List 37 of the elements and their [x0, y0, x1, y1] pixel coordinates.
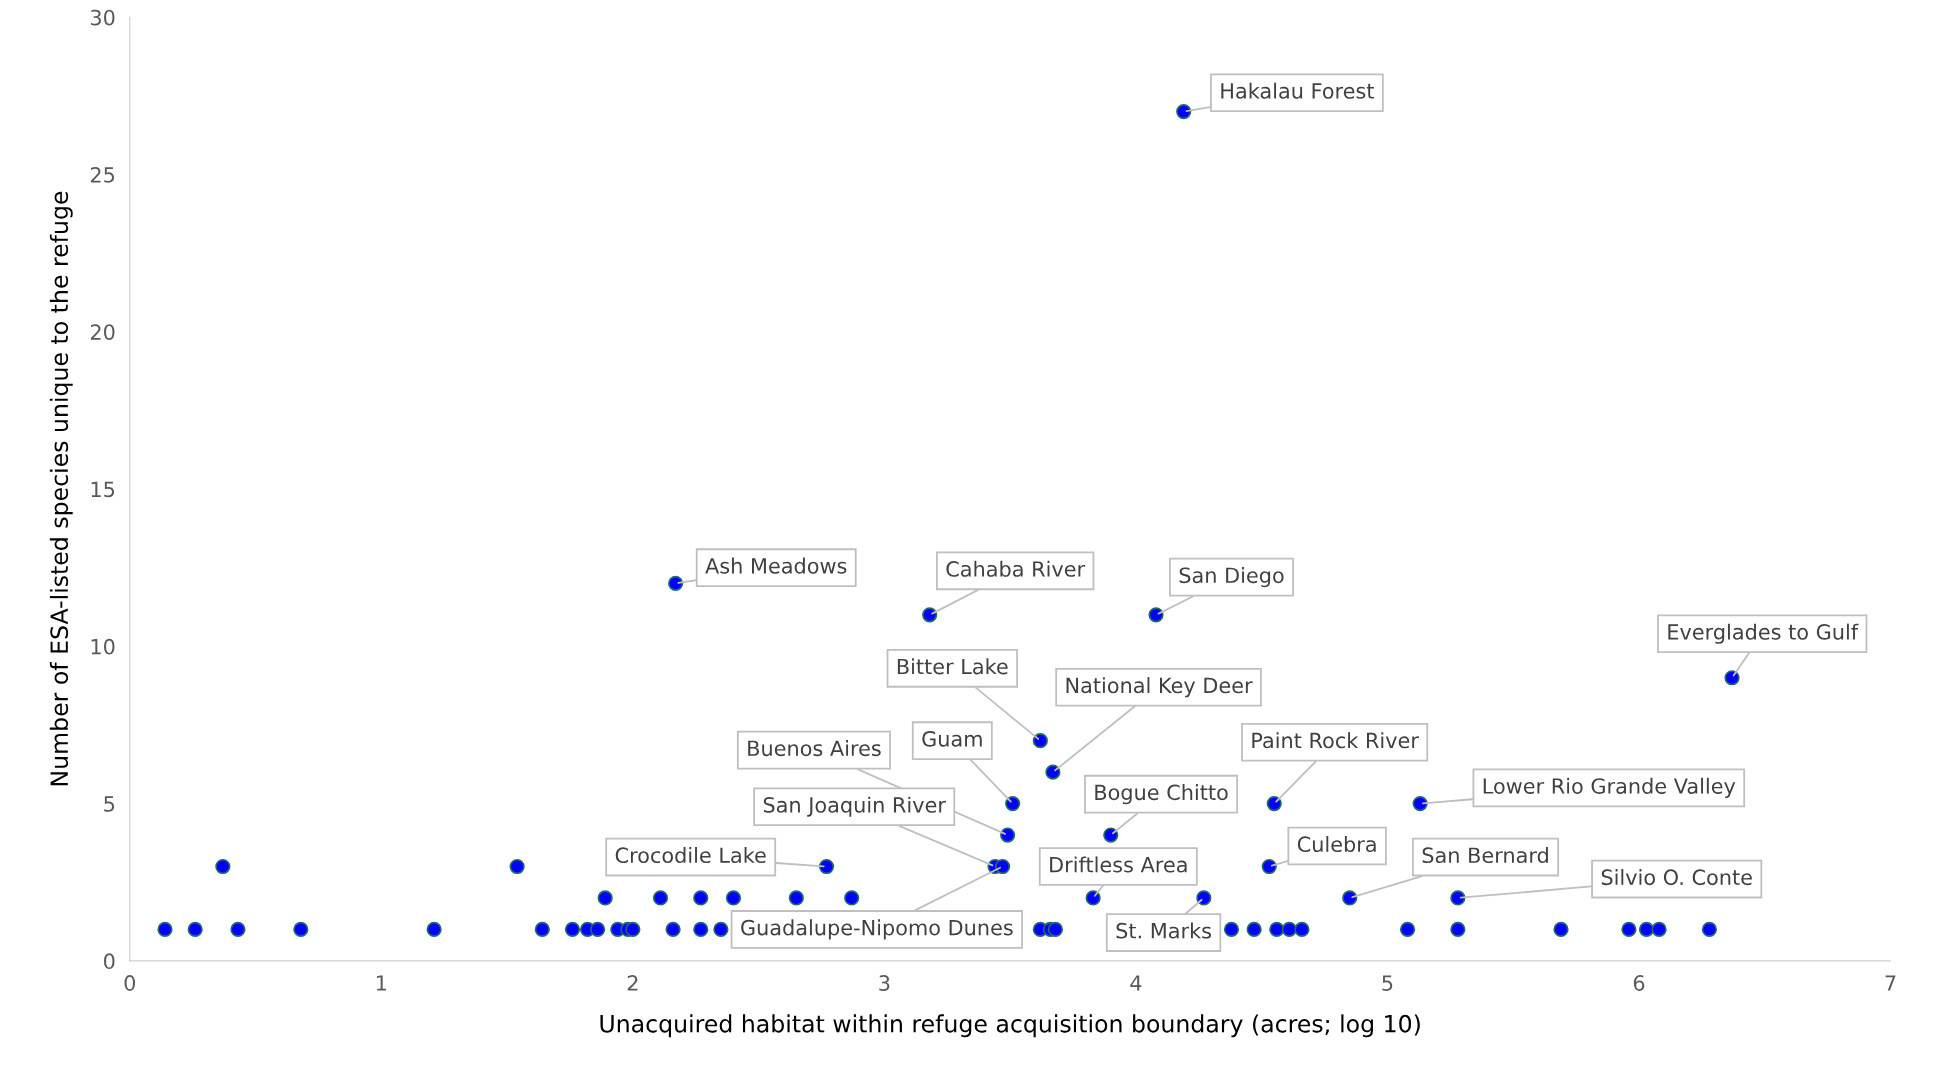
y-tick-label: 15 [91, 481, 115, 498]
y-tick-label: 30 [90, 9, 115, 26]
annotation: Bogue Chitto [1095, 784, 1228, 805]
annotation: Paint Rock River [1252, 732, 1419, 749]
annotation: St. Marks [1116, 922, 1211, 939]
x-tick-label: 0 [124, 975, 136, 991]
annotation: Silvio O. Conte [1601, 869, 1752, 886]
annotation: Driftless Area [1050, 856, 1187, 873]
annotation: Everglades to Gulf [1668, 623, 1859, 644]
y-axis-title: Number of ESA-listed species unique to the refuge [49, 191, 73, 786]
annotation: Crocodile Lake [615, 846, 766, 864]
annotation: San Joaquin River [763, 796, 946, 817]
annotation: Guadalupe-Nipomo Dunes [741, 919, 1013, 940]
y-tick-label: 0 [104, 953, 115, 970]
x-tick-label: 7 [1885, 975, 1896, 991]
x-tick-label: 5 [1382, 975, 1393, 991]
annotation: Hakalau Forest [1221, 82, 1374, 99]
y-tick-label: 5 [104, 796, 115, 812]
annotation: National Key Deer [1066, 677, 1253, 698]
annotation: Bitter Lake [897, 658, 1008, 675]
annotation: Lower Rio Grande Valley [1483, 777, 1736, 798]
y-tick-label: 25 [90, 166, 115, 183]
x-tick-label: 2 [627, 975, 638, 991]
y-tick-label: 10 [91, 638, 115, 655]
x-tick-label: 1 [376, 975, 387, 991]
annotation: San Bernard [1422, 846, 1548, 864]
x-axis-title: Unacquired habitat within refuge acquisition boundary (acres; log 10) [600, 1014, 1420, 1038]
annotation: Buenos Aires [748, 740, 881, 757]
annotation: Cahaba River [946, 560, 1086, 577]
x-tick-label: 6 [1633, 975, 1645, 991]
annotation: Ash Meadows [705, 557, 847, 574]
annotation: Guam [922, 730, 982, 747]
annotation: San Diego [1179, 567, 1284, 588]
y-tick-label: 20 [90, 324, 115, 340]
x-tick-label: 3 [879, 975, 890, 991]
annotation: Culebra [1297, 835, 1376, 853]
x-tick-label: 4 [1130, 975, 1142, 991]
